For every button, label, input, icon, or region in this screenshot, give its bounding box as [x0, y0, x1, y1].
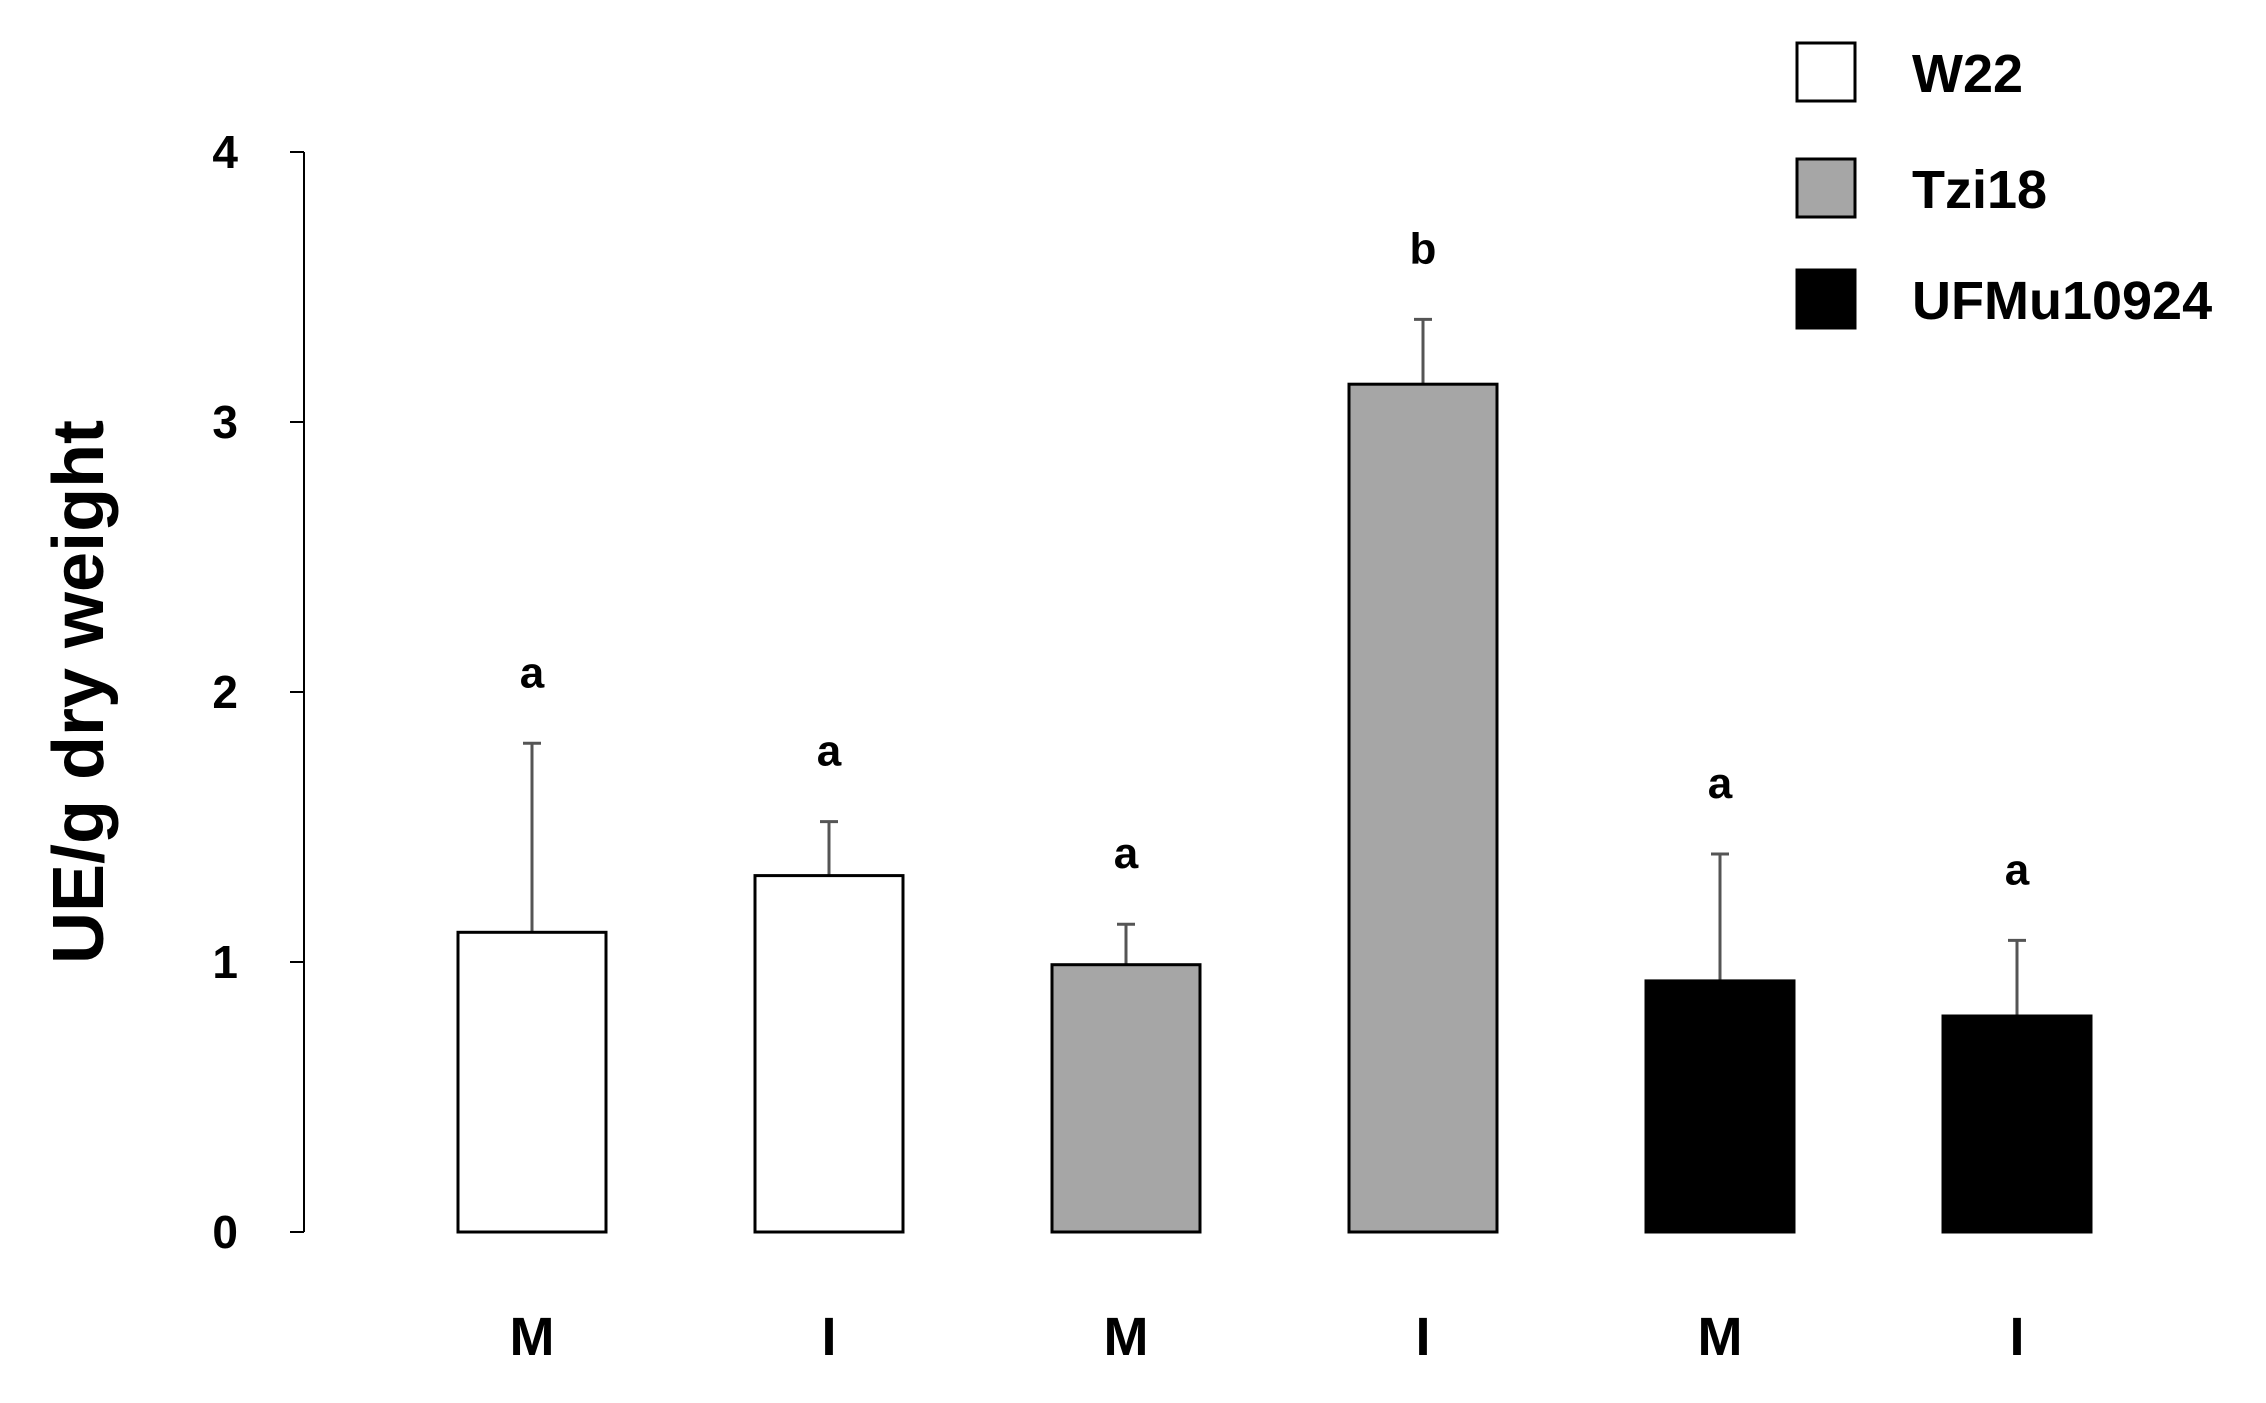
bar-tzi18	[1347, 382, 1499, 1234]
y-tick-label: 1	[212, 936, 238, 988]
y-tick-label: 4	[212, 126, 238, 178]
significance-label: a	[2005, 845, 2030, 894]
legend-swatch-w22	[1795, 41, 1857, 103]
x-category-label: I	[821, 1307, 836, 1367]
bar-tzi18	[1050, 963, 1202, 1234]
significance-label: a	[817, 727, 842, 776]
legend-label: Tzi18	[1912, 160, 2047, 220]
significance-label: b	[1410, 224, 1437, 273]
significance-label: a	[1708, 759, 1733, 808]
legend-label: UFMu10924	[1912, 271, 2212, 331]
significance-label: a	[520, 648, 545, 697]
x-category-label: M	[510, 1307, 555, 1367]
y-tick-label: 2	[212, 666, 238, 718]
bar-ufmu10924	[1941, 1014, 2093, 1234]
bar-w22	[456, 930, 608, 1234]
bar-w22	[753, 874, 905, 1234]
legend-label: W22	[1912, 44, 2023, 104]
legend-swatch-ufmu10924	[1795, 268, 1857, 330]
x-category-label: I	[1415, 1307, 1430, 1367]
y-tick-label: 0	[212, 1206, 238, 1258]
significance-label: a	[1114, 829, 1139, 878]
x-category-label: I	[2009, 1307, 2024, 1367]
y-axis-title: UE/g dry weight	[39, 420, 119, 964]
x-category-label: M	[1698, 1307, 1743, 1367]
bar-ufmu10924	[1644, 979, 1796, 1234]
x-category-label: M	[1104, 1307, 1149, 1367]
y-tick-label: 3	[212, 396, 238, 448]
legend-swatch-tzi18	[1795, 157, 1857, 219]
